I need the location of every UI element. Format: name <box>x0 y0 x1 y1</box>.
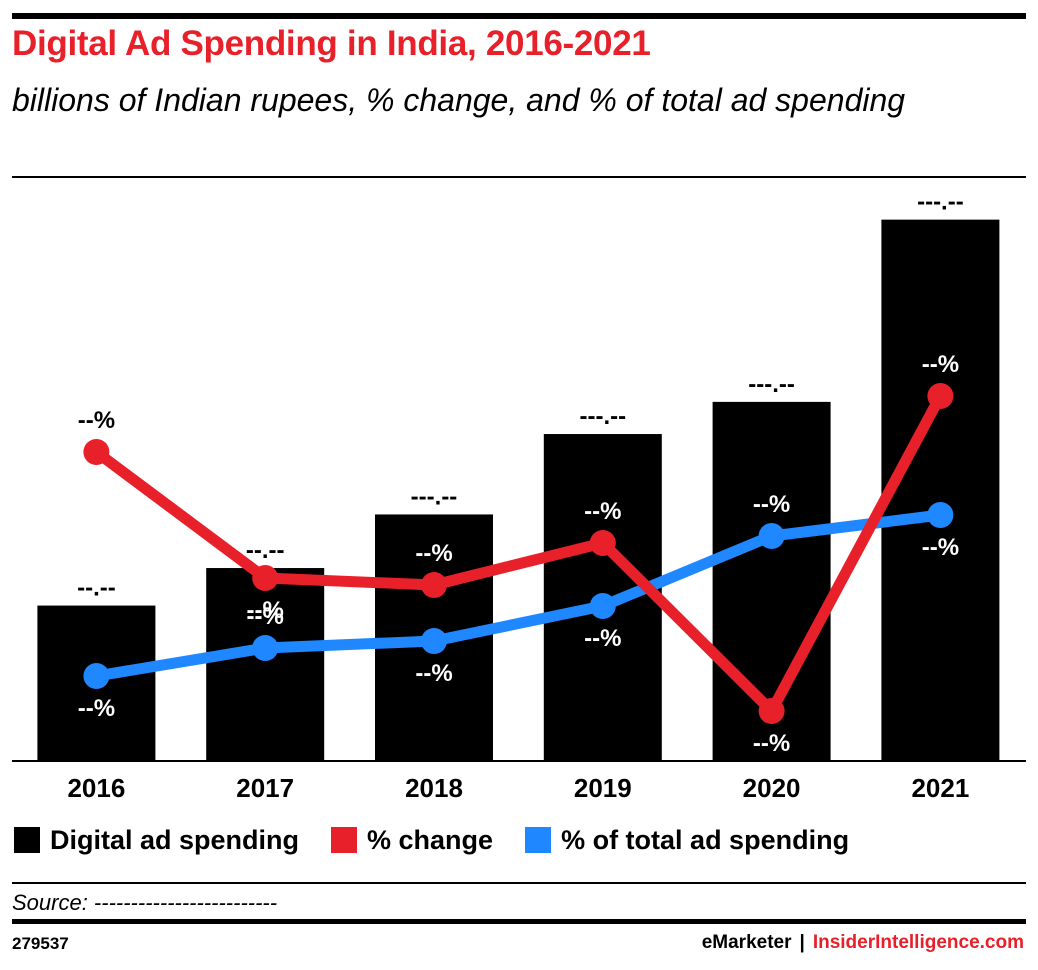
chart-id: 279537 <box>12 934 69 953</box>
x-tick-2018: 2018 <box>405 773 463 803</box>
share-label-2017: --% <box>247 603 284 630</box>
change-label-2017: --% <box>247 597 284 624</box>
point-share-2019 <box>589 593 616 619</box>
bar-value-label-2017: --.-- <box>246 537 285 564</box>
share-label-2021: --% <box>922 534 959 561</box>
bar-2021 <box>881 219 1000 761</box>
brand-emarketer: eMarketer <box>701 932 792 953</box>
x-tick-2017: 2017 <box>236 773 294 803</box>
change-label-2016: --% <box>78 407 115 434</box>
legend-item-digital-ad-spending: Digital ad spending <box>14 825 299 856</box>
combo-chart: --.----.-----.-----.-----.-----.----%--%… <box>12 189 1026 803</box>
point-change-2018 <box>421 572 447 598</box>
x-tick-2020: 2020 <box>743 773 801 803</box>
chart-title: Digital Ad Spending in India, 2016-2021 <box>12 24 651 63</box>
legend: Digital ad spending % change % of total … <box>14 822 881 858</box>
share-label-2018: --% <box>415 660 452 687</box>
legend-swatch-percent-of-total <box>525 827 552 853</box>
legend-label-digital-ad-spending: Digital ad spending <box>50 824 300 855</box>
title-rule <box>12 176 1026 178</box>
top-rule <box>12 13 1026 19</box>
point-change-2019 <box>589 530 616 556</box>
legend-item-percent-of-total: % of total ad spending <box>525 825 849 856</box>
bar-2017 <box>206 568 325 761</box>
legend-label-percent-change: % change <box>367 824 494 855</box>
point-share-2017 <box>252 635 279 661</box>
source-rule <box>12 882 1026 884</box>
point-share-2016 <box>83 663 110 689</box>
change-label-2018: --% <box>415 540 452 567</box>
brand-insider-intelligence: InsiderIntelligence.com <box>812 932 1024 953</box>
line-change <box>90 390 946 717</box>
bar-value-label-2020: ---.-- <box>748 371 795 398</box>
brand-separator: | <box>799 932 805 953</box>
point-change-2021 <box>927 383 954 409</box>
bar-value-label-2018: ---.-- <box>411 483 458 510</box>
credit-line: eMarketer | InsiderIntelligence.com <box>702 932 1024 954</box>
point-share-2018 <box>421 628 447 654</box>
footer-rule <box>12 919 1026 924</box>
point-share-2021 <box>927 502 954 528</box>
point-share-2020 <box>758 523 785 549</box>
share-label-2016: --% <box>78 695 115 722</box>
change-label-2019: --% <box>584 498 621 525</box>
x-tick-2019: 2019 <box>574 773 632 803</box>
x-tick-2021: 2021 <box>911 773 969 803</box>
share-label-2020: --% <box>753 491 790 518</box>
x-axis-ticks: 2016 2017 2018 2019 2020 2021 <box>67 773 969 803</box>
share-label-2019: --% <box>584 625 621 652</box>
bar-value-label-2021: ---.-- <box>917 189 964 216</box>
chart-subtitle: billions of Indian rupees, % change, and… <box>12 82 906 118</box>
line-share <box>90 509 946 682</box>
change-label-2020: --% <box>753 730 790 757</box>
legend-swatch-digital-ad-spending <box>14 827 40 853</box>
point-change-2017 <box>252 565 279 591</box>
legend-swatch-percent-change <box>331 827 358 853</box>
x-tick-2016: 2016 <box>67 773 125 803</box>
data-labels: --.----.-----.-----.-----.-----.----%--%… <box>77 189 964 757</box>
point-change-2020 <box>758 698 785 724</box>
line-series <box>83 383 954 724</box>
bar-series <box>37 219 1000 761</box>
change-label-2021: --% <box>922 351 959 378</box>
source-note: Source: ------------------------- <box>12 890 278 915</box>
bar-value-label-2016: --.-- <box>77 575 116 602</box>
legend-item-percent-change: % change <box>331 825 493 856</box>
bar-value-label-2019: ---.-- <box>579 403 626 430</box>
legend-label-percent-of-total: % of total ad spending <box>561 824 850 855</box>
point-change-2016 <box>83 439 110 465</box>
